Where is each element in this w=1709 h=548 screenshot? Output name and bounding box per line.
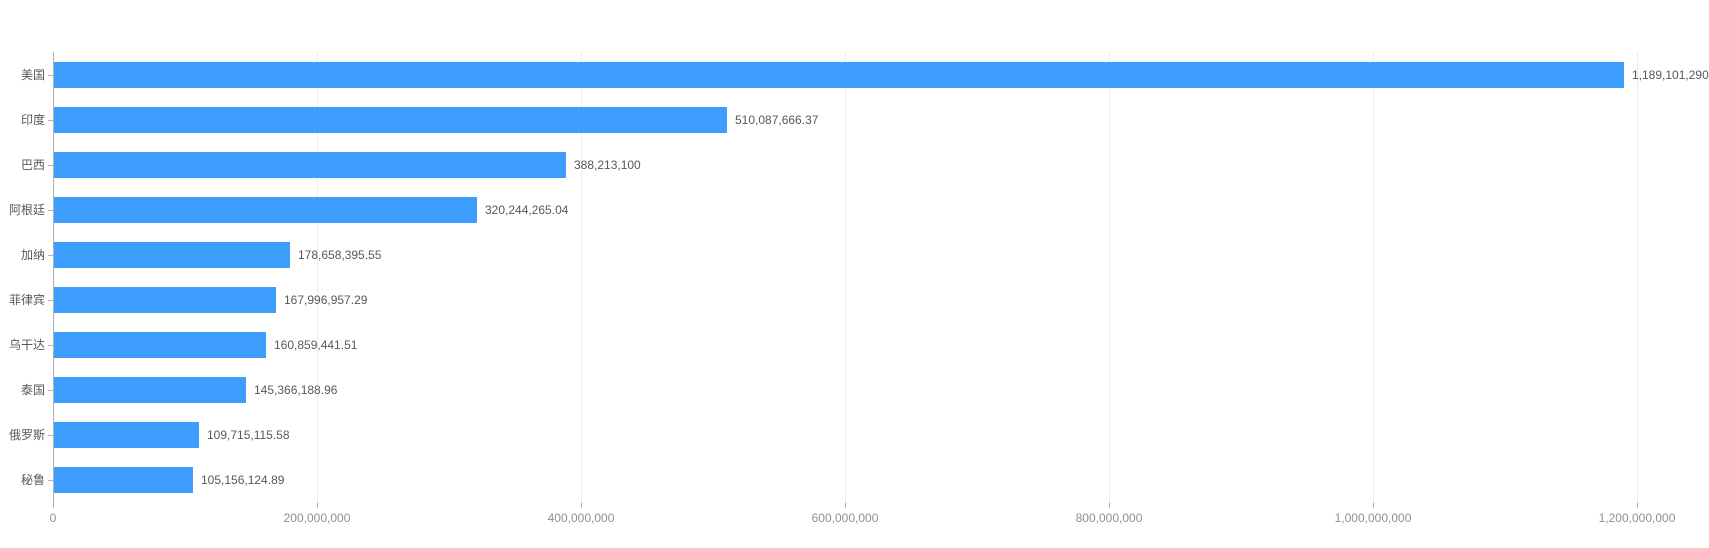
gridline xyxy=(1109,52,1110,503)
bar[interactable] xyxy=(54,107,727,133)
value-label: 510,087,666.37 xyxy=(735,113,819,127)
value-label: 178,658,395.55 xyxy=(298,248,382,262)
category-label: 印度 xyxy=(20,113,45,127)
value-label: 160,859,441.51 xyxy=(274,338,358,352)
y-axis-tick xyxy=(48,120,53,121)
category-label: 秘鲁 xyxy=(20,473,45,487)
x-axis-tick-label: 200,000,000 xyxy=(283,511,351,525)
x-axis-tick xyxy=(1109,503,1110,508)
y-axis-tick xyxy=(48,345,53,346)
value-label: 320,244,265.04 xyxy=(485,203,569,217)
bar[interactable] xyxy=(54,62,1624,88)
gridline xyxy=(1637,52,1638,503)
category-label: 加纳 xyxy=(20,248,45,262)
y-axis-tick xyxy=(48,300,53,301)
y-axis-tick xyxy=(48,210,53,211)
y-axis-tick xyxy=(48,255,53,256)
bar[interactable] xyxy=(54,377,246,403)
gridline xyxy=(581,52,582,503)
category-label: 美国 xyxy=(20,68,45,82)
x-axis-tick-label: 0 xyxy=(49,511,57,525)
category-label: 俄罗斯 xyxy=(8,428,45,442)
x-axis-tick-label: 1,000,000,000 xyxy=(1334,511,1412,525)
value-label: 109,715,115.58 xyxy=(207,428,290,442)
category-label: 巴西 xyxy=(20,158,45,172)
x-axis-tick-label: 400,000,000 xyxy=(547,511,615,525)
x-axis-tick xyxy=(1373,503,1374,508)
x-axis-tick-label: 1,200,000,000 xyxy=(1598,511,1676,525)
y-axis-line xyxy=(53,52,54,503)
y-axis-tick xyxy=(48,165,53,166)
x-axis-tick-label: 600,000,000 xyxy=(811,511,879,525)
category-label: 乌干达 xyxy=(8,338,45,352)
value-label: 388,213,100 xyxy=(574,158,641,172)
value-label: 105,156,124.89 xyxy=(201,473,285,487)
x-axis-tick xyxy=(317,503,318,508)
bar[interactable] xyxy=(54,332,266,358)
bar[interactable] xyxy=(54,287,276,313)
bar[interactable] xyxy=(54,467,193,493)
bar[interactable] xyxy=(54,422,199,448)
y-axis-tick xyxy=(48,435,53,436)
category-label: 阿根廷 xyxy=(8,203,45,217)
y-axis-tick xyxy=(48,390,53,391)
category-label: 菲律宾 xyxy=(8,293,45,307)
value-label: 145,366,188.96 xyxy=(254,383,338,397)
x-axis-tick xyxy=(581,503,582,508)
bar[interactable] xyxy=(54,152,566,178)
x-axis-tick xyxy=(53,503,54,508)
value-label: 167,996,957.29 xyxy=(284,293,368,307)
y-axis-tick xyxy=(48,75,53,76)
x-axis-tick xyxy=(845,503,846,508)
category-label: 泰国 xyxy=(20,383,45,397)
gridline xyxy=(845,52,846,503)
bar[interactable] xyxy=(54,197,477,223)
bar[interactable] xyxy=(54,242,290,268)
y-axis-tick xyxy=(48,480,53,481)
x-axis-tick-label: 800,000,000 xyxy=(1075,511,1143,525)
x-axis-tick xyxy=(1637,503,1638,508)
gridline xyxy=(1373,52,1374,503)
gridline xyxy=(317,52,318,503)
value-label: 1,189,101,290 xyxy=(1632,68,1709,82)
